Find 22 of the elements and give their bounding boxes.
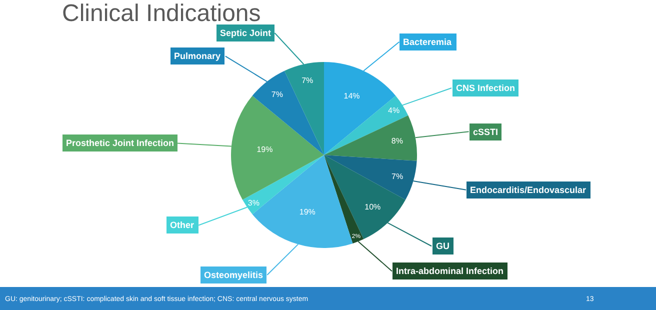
data-label: 19% xyxy=(256,144,273,154)
data-label: 14% xyxy=(344,91,360,100)
data-label: 7% xyxy=(302,76,314,85)
slice-label: CNS Infection xyxy=(456,83,516,93)
slice-label: Endocarditis/Endovascular xyxy=(470,185,587,195)
slice-label: Septic Joint xyxy=(220,28,272,38)
slice-label: cSSTI xyxy=(473,127,498,137)
data-label: 10% xyxy=(364,202,381,212)
slice-label: Pulmonary xyxy=(174,51,221,61)
data-label: 7% xyxy=(392,172,404,181)
slice-label: Osteomyelitis xyxy=(204,270,264,280)
chart-title: Clinical Indications xyxy=(62,0,261,27)
slice-label: Prosthetic Joint Infection xyxy=(66,138,174,148)
slice-label: Intra-abdominal Infection xyxy=(396,266,504,276)
slice-label: Other xyxy=(170,220,194,230)
slice-label: GU xyxy=(436,241,450,251)
data-label: 4% xyxy=(388,106,400,116)
slice-label: Bacteremia xyxy=(403,37,453,47)
data-label: 19% xyxy=(299,208,316,217)
data-label: 7% xyxy=(271,90,283,100)
data-label: 3% xyxy=(248,198,260,208)
data-label: 8% xyxy=(391,136,403,146)
